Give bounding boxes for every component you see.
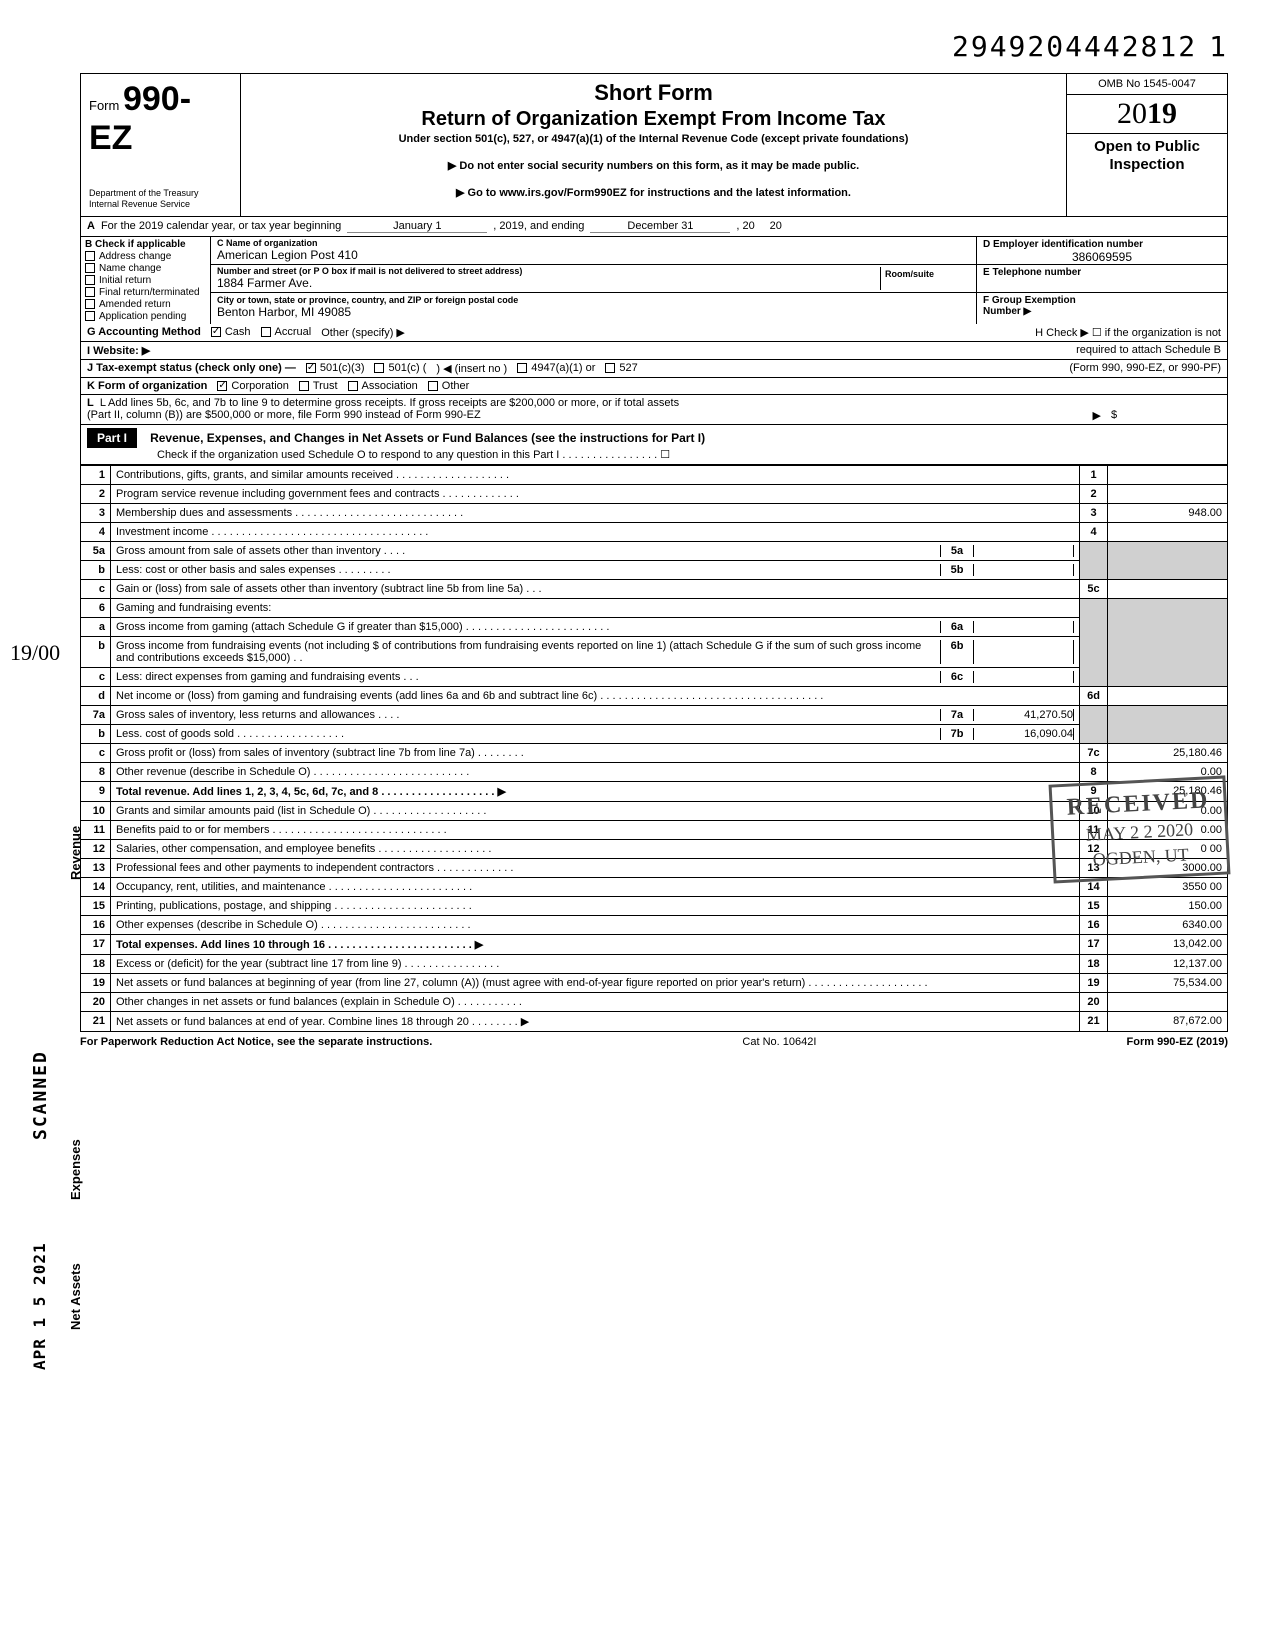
ein: 386069595	[983, 250, 1221, 264]
line-7c: cGross profit or (loss) from sales of in…	[81, 743, 1228, 762]
line-6b: b Gross income from fundraising events (…	[81, 636, 1228, 667]
chk-corp[interactable]	[217, 381, 227, 391]
line-5a: 5a Gross amount from sale of assets othe…	[81, 541, 1228, 560]
form-number-cell: Form 990-EZ Department of the Treasury I…	[81, 74, 241, 216]
line-19: 19Net assets or fund balances at beginni…	[81, 973, 1228, 992]
col-b-checkboxes: B Check if applicable Address change Nam…	[81, 237, 211, 324]
org-address: 1884 Farmer Ave.	[217, 276, 880, 290]
part-1-header: Part I Revenue, Expenses, and Changes in…	[80, 425, 1228, 465]
line-5b: b Less: cost or other basis and sales ex…	[81, 560, 1228, 579]
page-footer: For Paperwork Reduction Act Notice, see …	[80, 1036, 1228, 1048]
return-title: Return of Organization Exempt From Incom…	[249, 108, 1058, 131]
line-5c: cGain or (loss) from sale of assets othe…	[81, 579, 1228, 598]
chk-trust[interactable]	[299, 381, 309, 391]
chk-address-change[interactable]	[85, 251, 95, 261]
chk-501c[interactable]	[374, 363, 384, 373]
line-20: 20Other changes in net assets or fund ba…	[81, 992, 1228, 1011]
chk-4947[interactable]	[517, 363, 527, 373]
ssn-warning: ▶ Do not enter social security numbers o…	[249, 159, 1058, 172]
chk-accrual[interactable]	[261, 327, 271, 337]
short-form-label: Short Form	[249, 80, 1058, 106]
received-stamp: RECEIVED MAY 2 2 2020 OGDEN, UT	[1049, 775, 1231, 883]
form-number: Form 990-EZ	[89, 80, 232, 158]
header-right: OMB No 1545-0047 2019 Open to Public Ins…	[1067, 74, 1227, 216]
line-6d: dNet income or (loss) from gaming and fu…	[81, 686, 1228, 705]
chk-name-change[interactable]	[85, 263, 95, 273]
line-6c: c Less: direct expenses from gaming and …	[81, 667, 1228, 686]
expenses-side-label: Expenses	[68, 1139, 83, 1200]
form-title-cell: Short Form Return of Organization Exempt…	[241, 74, 1067, 216]
subtitle: Under section 501(c), 527, or 4947(a)(1)…	[249, 133, 1058, 145]
chk-527[interactable]	[605, 363, 615, 373]
org-city: Benton Harbor, MI 49085	[217, 305, 970, 319]
line-4: 4Investment income . . . . . . . . . . .…	[81, 522, 1228, 541]
line-18: 18Excess or (deficit) for the year (subt…	[81, 954, 1228, 973]
chk-501c3[interactable]	[306, 363, 316, 373]
row-l-gross-receipts: L L Add lines 5b, 6c, and 7b to line 9 t…	[80, 395, 1228, 425]
col-c-org-info: C Name of organization American Legion P…	[211, 237, 977, 324]
chk-amended[interactable]	[85, 299, 95, 309]
line-2: 2Program service revenue including gover…	[81, 484, 1228, 503]
netassets-side-label: Net Assets	[68, 1263, 83, 1330]
omb-number: OMB No 1545-0047	[1067, 74, 1227, 95]
row-j-tax-status: J Tax-exempt status (check only one) — 5…	[80, 360, 1228, 378]
goto-url: ▶ Go to www.irs.gov/Form990EZ for instru…	[249, 186, 1058, 199]
chk-other-org[interactable]	[428, 381, 438, 391]
chk-pending[interactable]	[85, 311, 95, 321]
form-header: Form 990-EZ Department of the Treasury I…	[80, 73, 1228, 216]
room-suite: Room/suite	[880, 267, 970, 290]
line-3: 3Membership dues and assessments . . . .…	[81, 503, 1228, 522]
scanned-stamp: SCANNED	[30, 1050, 51, 1140]
line-21: 21Net assets or fund balances at end of …	[81, 1011, 1228, 1031]
org-name: American Legion Post 410	[217, 248, 970, 262]
row-g-accounting: G Accounting Method Cash Accrual Other (…	[80, 324, 1228, 342]
line-6: 6Gaming and fundraising events:	[81, 598, 1228, 617]
row-i-website: I Website: ▶ required to attach Schedule…	[80, 342, 1228, 360]
open-to-public: Open to Public Inspection	[1067, 134, 1227, 178]
line-7a: 7a Gross sales of inventory, less return…	[81, 705, 1228, 724]
handwritten-mark: 19/00	[10, 640, 60, 666]
line-6a: a Gross income from gaming (attach Sched…	[81, 617, 1228, 636]
line-7b: b Less. cost of goods sold . . . . . . .…	[81, 724, 1228, 743]
treasury-dept: Department of the Treasury Internal Reve…	[89, 188, 232, 210]
chk-final-return[interactable]	[85, 287, 95, 297]
col-def: D Employer identification number 3860695…	[977, 237, 1227, 324]
row-k-form-of-org: K Form of organization Corporation Trust…	[80, 378, 1228, 395]
revenue-side-label: Revenue	[68, 826, 83, 880]
page-dln: 29492044428121	[80, 30, 1228, 63]
line-8: 8Other revenue (describe in Schedule O) …	[81, 762, 1228, 781]
row-a-tax-year: A For the 2019 calendar year, or tax yea…	[80, 216, 1228, 237]
chk-cash[interactable]	[211, 327, 221, 337]
line-17: 17Total expenses. Add lines 10 through 1…	[81, 934, 1228, 954]
form-year: 2019	[1067, 95, 1227, 134]
line-1: 1Contributions, gifts, grants, and simil…	[81, 465, 1228, 484]
chk-assoc[interactable]	[348, 381, 358, 391]
line-15: 15Printing, publications, postage, and s…	[81, 896, 1228, 915]
line-16: 16Other expenses (describe in Schedule O…	[81, 915, 1228, 934]
part-1-table: 1Contributions, gifts, grants, and simil…	[80, 465, 1228, 1032]
scan-date-stamp: APR 1 5 2021	[30, 1242, 49, 1370]
chk-initial-return[interactable]	[85, 275, 95, 285]
header-info-grid: B Check if applicable Address change Nam…	[80, 237, 1228, 324]
